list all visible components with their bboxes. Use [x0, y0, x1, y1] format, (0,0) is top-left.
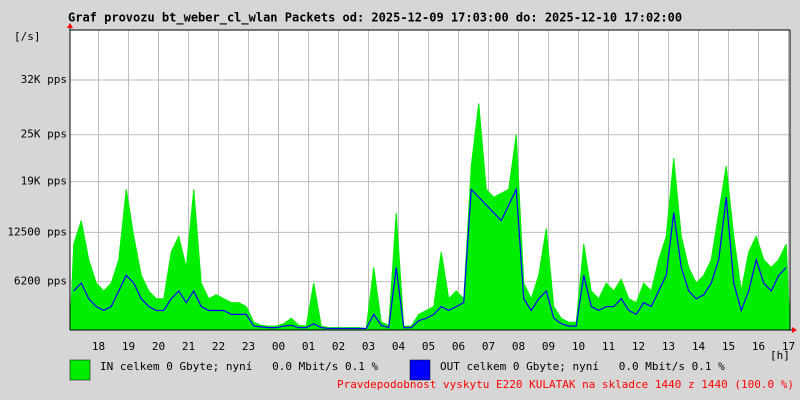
y-unit: [/s]	[14, 30, 41, 43]
legend-label: IN celkem 0 Gbyte; nyní 0.0 Mbit/s 0.1 %	[100, 360, 379, 373]
x-tick-label: 23	[242, 340, 255, 353]
out-line	[73, 187, 787, 330]
x-tick-label: 09	[542, 340, 555, 353]
x-tick-label: 06	[452, 340, 465, 353]
x-tick-label: 19	[122, 340, 135, 353]
y-tick-label: 12500 pps	[7, 225, 67, 238]
x-tick-label: 15	[722, 340, 735, 353]
x-axis-arrow	[792, 327, 797, 333]
x-tick-label: 01	[302, 340, 315, 353]
x-tick-label: 13	[662, 340, 675, 353]
x-tick-label: 20	[152, 340, 165, 353]
y-tick-label: 25K pps	[21, 128, 67, 141]
x-tick-label: 08	[512, 340, 525, 353]
y-tick-label: 32K pps	[21, 73, 67, 86]
x-tick-label: 17	[782, 340, 795, 353]
in-area	[69, 103, 791, 331]
x-tick-label: 11	[602, 340, 615, 353]
footer-note: Pravdepodobnost vyskytu E220 KULATAK na …	[337, 378, 794, 391]
x-tick-label: 07	[482, 340, 495, 353]
legend-swatch	[69, 359, 91, 381]
legend-swatch	[409, 359, 431, 381]
x-tick-label: 12	[632, 340, 645, 353]
x-tick-label: 18	[92, 340, 105, 353]
x-tick-label: 22	[212, 340, 225, 353]
x-tick-label: 04	[392, 340, 406, 353]
x-tick-label: 03	[362, 340, 375, 353]
chart-title: Graf provozu bt_weber_cl_wlan Packets od…	[68, 11, 682, 26]
x-tick-label: 14	[692, 340, 706, 353]
x-tick-label: 16	[752, 340, 765, 353]
x-tick-label: 02	[332, 340, 345, 353]
x-unit: [h]	[770, 349, 790, 362]
x-tick-label: 21	[182, 340, 195, 353]
y-tick-label: 19K pps	[21, 175, 67, 188]
x-tick-label: 10	[572, 340, 585, 353]
y-axis-arrow	[67, 23, 73, 28]
y-tick-label: 6200 pps	[14, 275, 67, 288]
legend-label: OUT celkem 0 Gbyte; nyní 0.0 Mbit/s 0.1 …	[440, 360, 725, 373]
x-tick-label: 05	[422, 340, 435, 353]
x-tick-label: 00	[272, 340, 285, 353]
